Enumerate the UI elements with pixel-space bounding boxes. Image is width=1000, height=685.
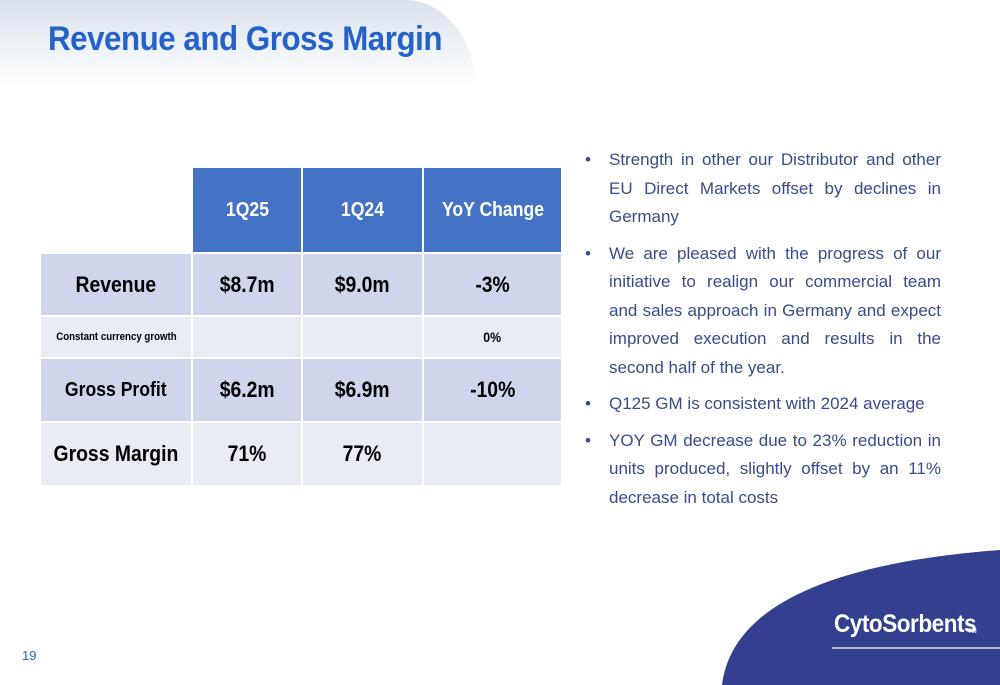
table-row-revenue: Revenue $8.7m $9.0m -3%	[41, 254, 561, 315]
table-row-constant-currency: Constant currency growth 0%	[41, 317, 561, 357]
column-header-label: 1Q24	[340, 198, 385, 221]
cell-ccg-1q25	[193, 317, 301, 357]
cell-revenue-yoy: -3%	[424, 254, 561, 315]
cell-text: 77%	[343, 441, 382, 466]
column-header-label: 1Q25	[225, 198, 269, 221]
bullet-text: Strength in other our Distributor and ot…	[609, 150, 941, 226]
cytosorbents-logo: CytoSorbents	[834, 610, 977, 638]
bullet-item: • YOY GM decrease due to 23% reduction i…	[583, 427, 941, 513]
bullet-dot-icon: •	[585, 394, 591, 413]
bullet-dot-icon: •	[585, 243, 591, 263]
bullet-dot-icon: •	[585, 430, 591, 450]
cell-gross-margin-1q25: 71%	[193, 423, 301, 485]
cell-text: Gross Profit	[65, 378, 167, 401]
row-label-gross-margin: Gross Margin	[41, 423, 191, 485]
cell-gross-profit-1q25: $6.2m	[193, 359, 301, 421]
cell-gross-margin-1q24: 77%	[303, 423, 422, 485]
cell-text: -10%	[469, 377, 516, 402]
table-header-row: 1Q25 1Q24 YoY Change	[41, 168, 561, 252]
cell-gross-profit-yoy: -10%	[424, 359, 561, 421]
row-label-gross-profit: Gross Profit	[41, 359, 191, 421]
trademark-mark: TM	[968, 629, 977, 635]
cell-text: 0%	[483, 329, 502, 345]
bullet-item: • Strength in other our Distributor and …	[583, 146, 941, 232]
cell-ccg-1q24	[303, 317, 422, 357]
cell-gross-margin-yoy	[424, 423, 561, 485]
cell-text: Revenue	[75, 271, 157, 297]
cell-revenue-1q24: $9.0m	[303, 254, 422, 315]
title-tab-background	[0, 0, 475, 86]
bullet-text: YOY GM decrease due to 23% reduction in …	[609, 430, 941, 507]
table-row-gross-profit: Gross Profit $6.2m $6.9m -10%	[41, 359, 561, 421]
bullet-item: • Q125 GM is consistent with 2024 averag…	[583, 390, 941, 419]
column-header-1q25: 1Q25	[193, 168, 301, 252]
table-row-gross-margin: Gross Margin 71% 77%	[41, 423, 561, 485]
revenue-margin-table: 1Q25 1Q24 YoY Change Revenue $8.7m $9.0m…	[39, 166, 563, 487]
cell-text: 71%	[227, 441, 267, 466]
bullet-dot-icon: •	[585, 150, 591, 169]
column-header-yoy-change: YoY Change	[424, 168, 561, 252]
commentary-bullet-list: • Strength in other our Distributor and …	[583, 146, 941, 520]
bullet-item: • We are pleased with the progress of ou…	[583, 240, 941, 383]
bullet-text: Q125 GM is consistent with 2024 average	[609, 394, 925, 413]
cell-ccg-yoy: 0%	[424, 317, 561, 357]
row-label-revenue: Revenue	[41, 254, 191, 315]
cell-text: Gross Margin	[53, 441, 179, 466]
cell-revenue-1q25: $8.7m	[193, 254, 301, 315]
cell-text: $8.7m	[219, 271, 275, 297]
cell-text: -3%	[475, 271, 510, 297]
page-number: 19	[22, 648, 37, 663]
column-header-label: YoY Change	[441, 198, 544, 221]
cell-text: $6.9m	[335, 377, 390, 402]
column-header-1q24: 1Q24	[303, 168, 422, 252]
bullet-text: We are pleased with the progress of our …	[609, 243, 941, 377]
row-label-constant-currency: Constant currency growth	[41, 317, 191, 357]
slide-title: Revenue and Gross Margin	[48, 20, 442, 58]
cell-text: $9.0m	[335, 271, 390, 297]
cell-text: $6.2m	[219, 377, 275, 402]
cell-gross-profit-1q24: $6.9m	[303, 359, 422, 421]
cell-text: Constant currency growth	[55, 331, 177, 343]
